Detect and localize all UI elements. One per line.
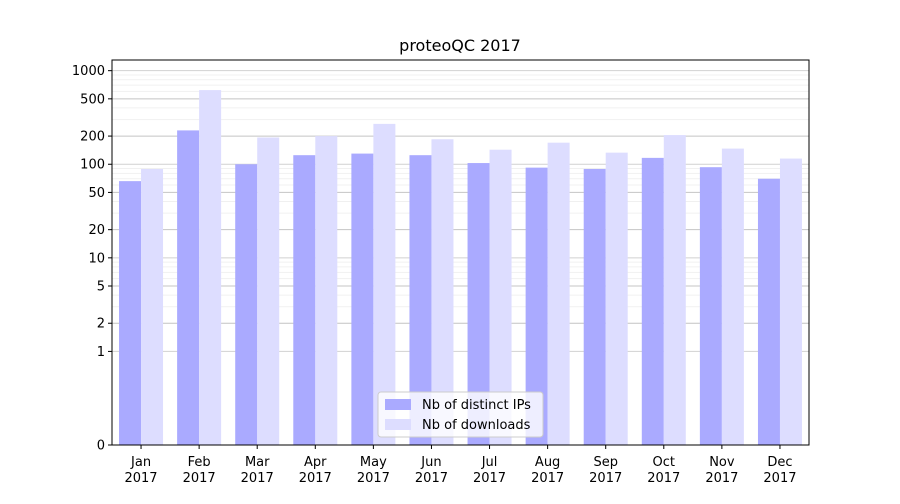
bar [293, 155, 316, 445]
bar [409, 155, 432, 445]
plot-frame [111, 59, 810, 446]
y-tick-label: 1 [97, 345, 105, 360]
legend: Nb of distinct IPs Nb of downloads [377, 391, 544, 438]
legend-box [377, 391, 544, 438]
grid [112, 70, 809, 352]
x-tick-label: Mar 2017 [241, 455, 274, 486]
bar [547, 142, 570, 445]
y-tick-label: 500 [80, 92, 105, 107]
bar [489, 149, 512, 445]
bar [699, 167, 722, 446]
legend-label: Nb of downloads [422, 418, 531, 433]
y-tick-label: 1000 [72, 64, 105, 79]
x-tick-label: Apr 2017 [299, 455, 332, 486]
legend-label: Nb of distinct IPs [422, 398, 531, 413]
bar [257, 137, 280, 446]
legend-swatch [385, 419, 411, 430]
bar [641, 157, 664, 446]
y-tick-label: 0 [97, 439, 105, 454]
bar [373, 123, 396, 445]
x-tick-label: Oct 2017 [647, 455, 680, 486]
bar [315, 136, 338, 446]
chart-title: proteoQC 2017 [399, 36, 521, 55]
y-tick-label: 20 [88, 223, 105, 238]
y-tick-label: 50 [88, 186, 105, 201]
bar [525, 167, 548, 445]
x-axis: Jan 2017 Feb 2017 Mar 2017 Apr 2017 May 2017 Jun 20… [124, 445, 797, 486]
bar [779, 158, 802, 445]
bar [199, 90, 222, 445]
x-tick-label: Dec 2017 [763, 455, 796, 486]
bar [583, 168, 606, 445]
bar [351, 153, 374, 446]
y-axis: 0 1 2 5 10 20 50 100 200 500 1000 [72, 64, 112, 454]
x-tick-label: Feb 2017 [183, 455, 216, 486]
bar [119, 181, 142, 445]
bar [663, 135, 686, 445]
x-tick-label: Sep 2017 [589, 455, 622, 486]
x-tick-label: Aug 2017 [531, 455, 564, 486]
y-tick-label: 200 [80, 130, 105, 145]
bar [235, 164, 258, 445]
y-tick-label: 100 [80, 158, 105, 173]
y-tick-label: 10 [88, 251, 105, 266]
bar [721, 148, 744, 445]
bar [467, 163, 490, 445]
bar [177, 130, 200, 446]
y-tick-label: 5 [97, 280, 105, 295]
bar [141, 168, 164, 445]
y-tick-label: 2 [97, 317, 105, 332]
x-tick-label: May 2017 [357, 455, 390, 486]
x-tick-label: Nov 2017 [705, 455, 738, 486]
bar [605, 152, 628, 445]
x-tick-label: Jan 2017 [124, 455, 157, 486]
bar [431, 139, 454, 445]
bar [757, 178, 780, 446]
x-tick-label: Jul 2017 [473, 455, 506, 486]
legend-swatch [385, 399, 411, 410]
x-tick-label: Jun 2017 [415, 455, 448, 486]
bars [119, 90, 802, 446]
